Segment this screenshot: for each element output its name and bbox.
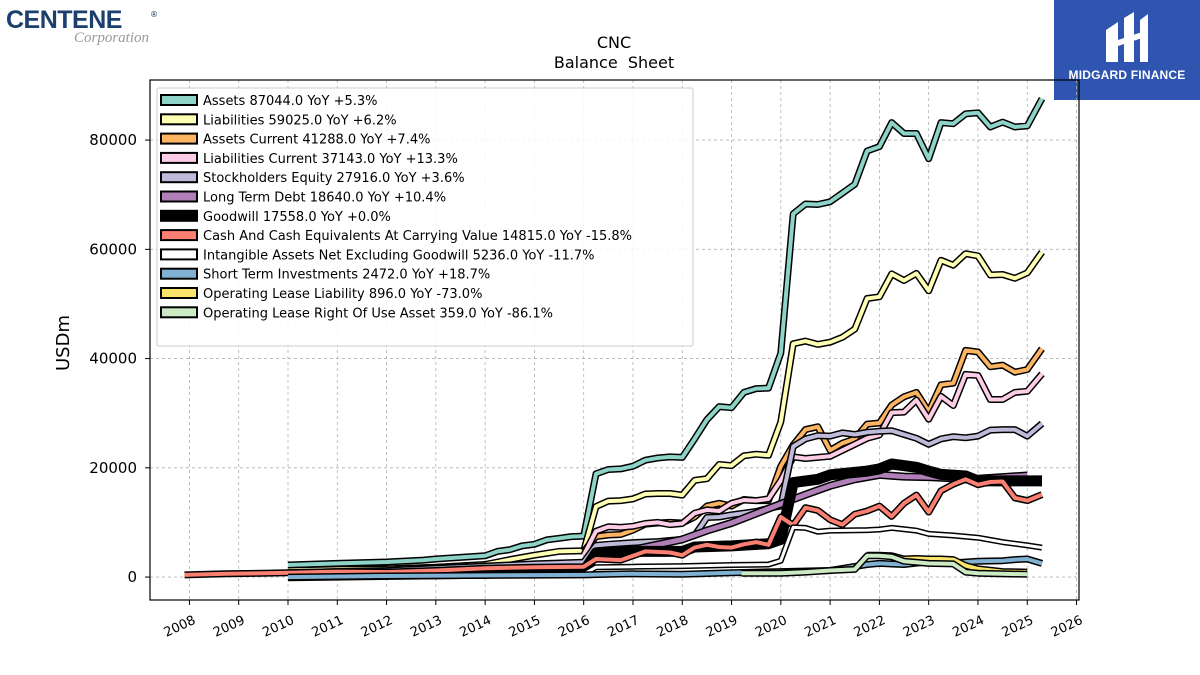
series-liabilities-current [580, 370, 1045, 557]
legend-label: Short Term Investments 2472.0 YoY +18.7% [203, 268, 490, 283]
x-tick-label: 2009 [211, 613, 247, 641]
legend-swatch [160, 151, 198, 164]
legend-swatch [160, 267, 198, 280]
legend-label: Liabilities 59025.0 YoY +6.2% [203, 113, 397, 128]
x-tick-label: 2010 [260, 613, 296, 641]
legend-swatch [160, 190, 198, 203]
x-tick-label: 2022 [852, 613, 888, 641]
series-line [582, 525, 1043, 576]
legend-label: Liabilities Current 37143.0 YoY +13.3% [203, 152, 458, 167]
series-line [287, 97, 1044, 567]
legend-entry: Assets 87044.0 YoY +5.3% [160, 94, 378, 109]
legend-swatch [160, 171, 198, 184]
x-tick-label: 2015 [507, 613, 543, 641]
y-tick-label: 0 [127, 568, 137, 586]
plot-frame [149, 79, 1080, 601]
series-line [287, 460, 1042, 580]
legend: Assets 87044.0 YoY +5.3% Liabilities 5902… [156, 87, 694, 347]
legend-box [156, 87, 694, 347]
legend-swatch [160, 132, 198, 145]
legend-entry: Stockholders Equity 27916.0 YoY +3.6% [160, 171, 465, 186]
x-tick-label: 2011 [310, 613, 346, 641]
legend-label: Intangible Assets Net Excluding Goodwill… [203, 248, 594, 263]
legend-entry: Intangible Assets Net Excluding Goodwill… [160, 248, 594, 263]
x-tick-label: 2021 [802, 613, 838, 641]
legend-label: Long Term Debt 18640.0 YoY +10.4% [203, 191, 446, 206]
series-cash-and-cash-equivalents-at-carrying-value [184, 475, 1044, 579]
x-tick-label: 2008 [162, 613, 198, 641]
legend-entry: Operating Lease Liability 896.0 YoY -73.… [160, 287, 482, 302]
legend-label: Assets 87044.0 YoY +5.3% [203, 94, 378, 109]
y-axis-label: USDm [53, 315, 74, 371]
legend-swatch [160, 229, 198, 242]
x-tick-label: 2024 [950, 613, 986, 641]
chart-title: CNC [597, 33, 631, 52]
legend-label: Goodwill 17558.0 YoY +0.0% [203, 210, 391, 225]
series-goodwill [287, 458, 1042, 582]
midgard-finance-text: MIDGARD FINANCE [1068, 68, 1186, 82]
y-tick-label: 80000 [89, 131, 137, 149]
series-stockholders-equity [287, 420, 1045, 577]
y-tick-label: 40000 [89, 350, 137, 368]
x-tick-label: 2017 [605, 613, 641, 641]
x-tick-label: 2016 [556, 613, 592, 641]
legend-swatch [160, 287, 198, 299]
legend-entry: Cash And Cash Equivalents At Carrying Va… [160, 229, 632, 244]
y-tick-label: 20000 [89, 459, 137, 477]
logo-subtitle-text: Corporation [74, 30, 150, 46]
x-tick-label: 2023 [901, 613, 937, 641]
midgard-finance-logo: MIDGARD FINANCE [1054, 0, 1200, 100]
series-liabilities [287, 250, 1045, 574]
chart-subtitle: Balance Sheet [554, 53, 674, 72]
x-tick-label: 2012 [359, 613, 395, 641]
x-tick-label: 2026 [1049, 613, 1085, 641]
centene-logo: CENTENE ® Corporation [4, 4, 194, 48]
series-line [581, 372, 1044, 557]
y-tick-label: 60000 [89, 240, 137, 258]
legend-entry: Liabilities Current 37143.0 YoY +13.3% [160, 151, 458, 167]
legend-label: Cash And Cash Equivalents At Carrying Va… [203, 229, 632, 244]
x-tick-label: 2014 [457, 613, 493, 641]
logo-brand-text: CENTENE [6, 6, 122, 34]
x-tick-label: 2013 [408, 613, 444, 641]
midgard-emblem-icon [1106, 12, 1148, 62]
legend-label: Stockholders Equity 27916.0 YoY +3.6% [203, 171, 465, 186]
series-line [287, 422, 1044, 575]
series-line [287, 250, 1044, 573]
series-operating-lease-right-of-use-asset [741, 552, 1028, 578]
legend-swatch [160, 113, 198, 126]
legend-entry: Goodwill 17558.0 YoY +0.0% [160, 209, 391, 225]
legend-label: Assets Current 41288.0 YoY +7.4% [203, 133, 430, 148]
x-tick-label: 2018 [655, 613, 691, 641]
series-lines [184, 96, 1046, 582]
legend-swatch [160, 248, 198, 261]
legend-label: Operating Lease Right Of Use Asset 359.0… [203, 306, 553, 321]
series-intangible-assets-net-excluding-goodwill [582, 524, 1043, 577]
legend-label: Operating Lease Liability 896.0 YoY -73.… [203, 287, 482, 302]
legend-entry: Short Term Investments 2472.0 YoY +18.7% [160, 267, 490, 283]
legend-swatch [160, 209, 198, 222]
legend-entry: Operating Lease Right Of Use Asset 359.0… [160, 306, 553, 321]
x-tick-label: 2020 [753, 613, 789, 641]
legend-swatch [160, 306, 198, 319]
legend-entry: Liabilities 59025.0 YoY +6.2% [160, 113, 397, 128]
legend-entry: Assets Current 41288.0 YoY +7.4% [160, 132, 430, 148]
legend-swatch [160, 94, 198, 106]
logo-registered-mark: ® [150, 10, 158, 19]
x-tick-label: 2025 [1000, 613, 1036, 641]
legend-entry: Long Term Debt 18640.0 YoY +10.4% [160, 190, 446, 206]
series-line [184, 477, 1043, 577]
series-assets [287, 96, 1046, 569]
series-line [741, 553, 1028, 577]
x-tick-label: 2019 [704, 613, 740, 641]
